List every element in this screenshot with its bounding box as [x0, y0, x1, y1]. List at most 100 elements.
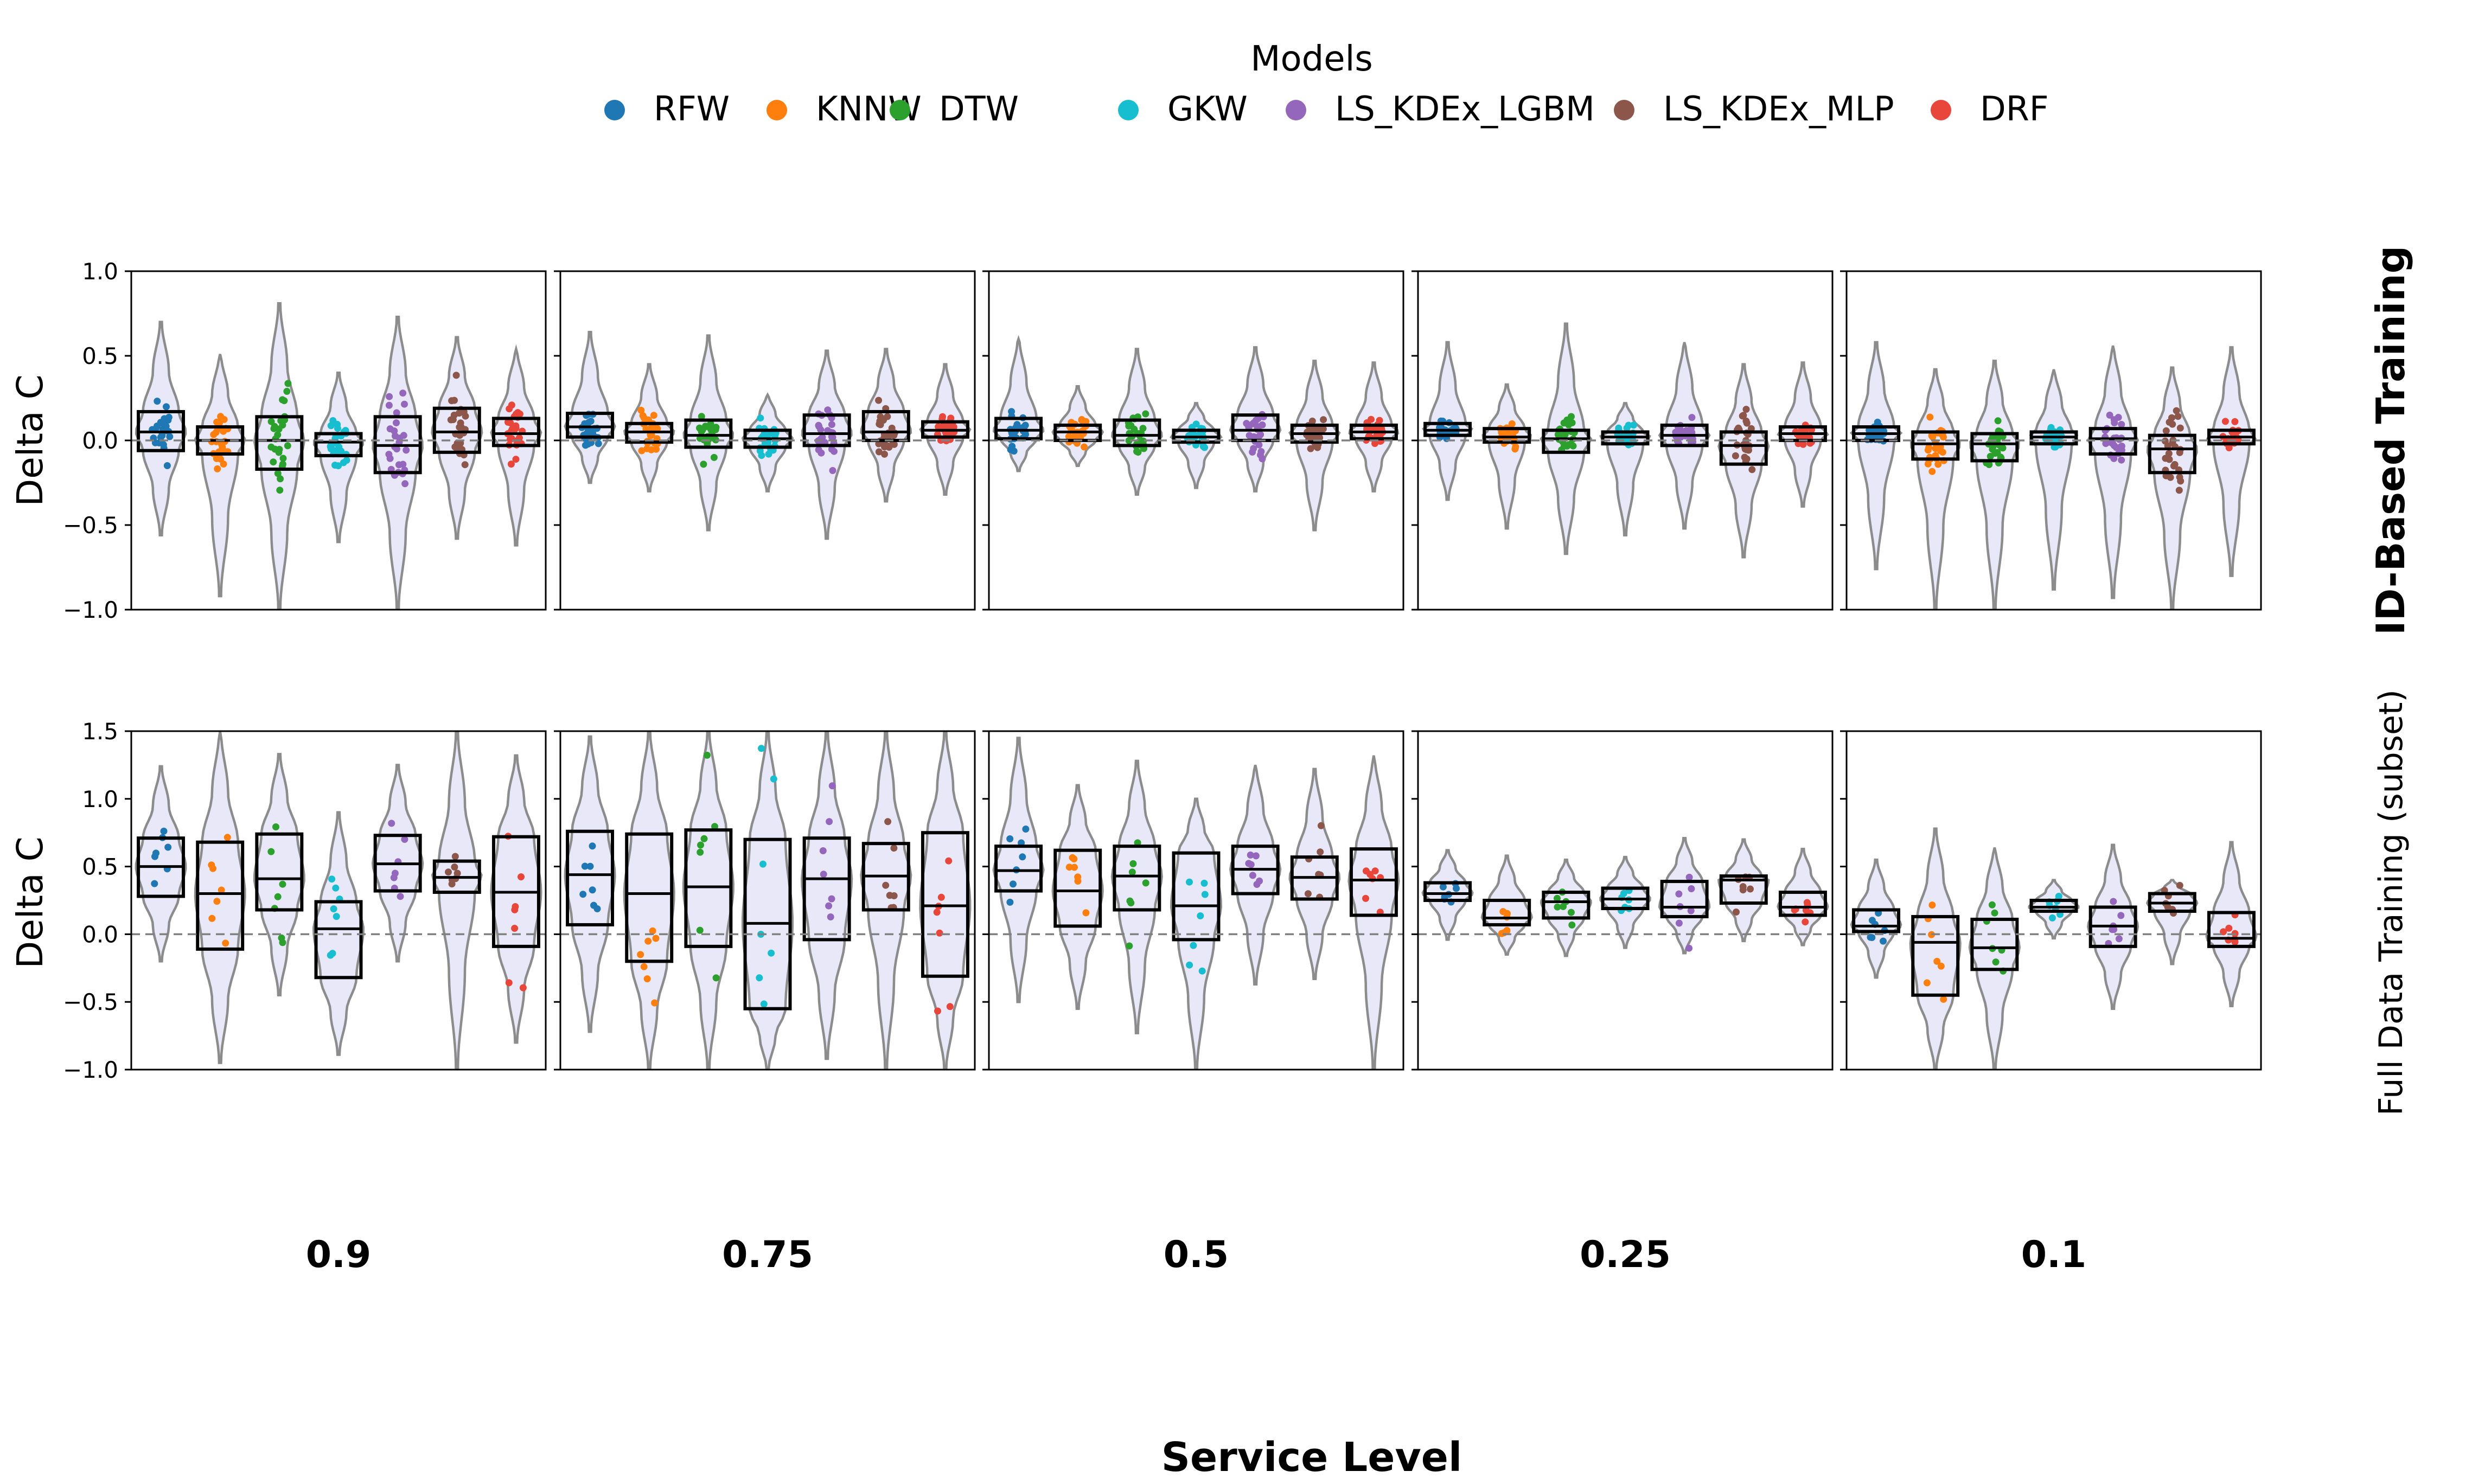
- data-point: [885, 444, 893, 451]
- legend-label: DTW: [939, 89, 1019, 129]
- data-point: [1200, 879, 1208, 887]
- data-point: [2174, 413, 2182, 420]
- data-point: [512, 422, 520, 430]
- iqr-box: [684, 418, 733, 449]
- subplot-panel: [1411, 730, 1834, 1071]
- violin: [1481, 383, 1532, 530]
- model-distribution: [312, 371, 365, 543]
- data-point: [890, 845, 898, 852]
- legend-entry: DRF: [1931, 89, 2048, 129]
- data-point: [828, 445, 835, 453]
- model-distribution: [1599, 402, 1651, 536]
- data-point: [2115, 414, 2122, 421]
- data-point: [1989, 445, 1996, 453]
- data-point: [644, 937, 652, 945]
- data-point: [154, 423, 161, 430]
- row-label-id-based: ID-Based Training: [2368, 246, 2413, 635]
- data-point: [1685, 944, 1693, 952]
- data-point: [1006, 835, 1014, 842]
- subplot-panel: [982, 730, 1404, 1071]
- violin: [253, 302, 305, 610]
- data-point: [881, 450, 888, 458]
- data-point: [1371, 440, 1378, 447]
- data-point: [760, 1000, 768, 1008]
- data-point: [696, 926, 704, 934]
- data-point: [1065, 433, 1072, 440]
- data-point: [946, 1003, 954, 1010]
- data-point: [699, 426, 706, 433]
- data-point: [2173, 407, 2180, 414]
- model-distribution: [490, 754, 542, 1044]
- data-point: [279, 880, 286, 888]
- y-tick-label: 1.0: [82, 258, 118, 285]
- model-distribution: [1540, 322, 1593, 555]
- data-point: [208, 861, 215, 869]
- model-distribution: [741, 731, 794, 1070]
- violin: [1110, 348, 1163, 496]
- data-point: [1252, 852, 1260, 860]
- y-tick-label: 0.0: [82, 921, 118, 948]
- data-point: [1081, 443, 1088, 451]
- data-point: [2169, 420, 2176, 428]
- data-point: [700, 835, 708, 842]
- violin: [194, 731, 246, 1064]
- model-distribution: [135, 765, 187, 963]
- data-point: [1362, 867, 1370, 875]
- data-point: [589, 842, 596, 850]
- data-point: [589, 430, 597, 437]
- y-tick-label: 0.0: [82, 427, 118, 454]
- model-distribution: [2145, 879, 2199, 965]
- model-distribution: [2028, 879, 2080, 940]
- data-point: [1685, 873, 1693, 881]
- data-point: [1565, 421, 1573, 428]
- data-point: [393, 445, 400, 453]
- data-point: [271, 445, 279, 453]
- model-distribution: [623, 363, 675, 492]
- data-point: [518, 873, 525, 881]
- data-point: [1311, 425, 1319, 433]
- model-distribution: [1422, 341, 1474, 501]
- data-point: [1934, 460, 1942, 468]
- data-point: [579, 891, 587, 898]
- service-level-label: 0.25: [1580, 1233, 1671, 1276]
- iqr-box: [314, 432, 363, 458]
- model-distribution: [1540, 858, 1592, 957]
- model-distribution: [801, 349, 853, 540]
- violin: [1909, 368, 1961, 610]
- violin: [431, 336, 483, 540]
- data-point: [815, 446, 822, 453]
- data-point: [581, 862, 589, 870]
- data-point: [648, 446, 655, 453]
- iqr-box: [1423, 881, 1472, 902]
- data-point: [700, 460, 707, 468]
- data-point: [2117, 912, 2125, 919]
- data-point: [334, 425, 341, 432]
- data-point: [1197, 912, 1204, 919]
- data-point: [698, 413, 705, 420]
- data-point: [267, 848, 275, 855]
- data-point: [1928, 432, 1936, 439]
- data-point: [462, 412, 469, 420]
- data-point: [890, 892, 898, 899]
- data-point: [1567, 909, 1575, 916]
- data-point: [936, 929, 943, 937]
- service-level-label: 0.1: [2021, 1233, 2086, 1276]
- data-point: [391, 869, 399, 877]
- iqr-box: [1778, 891, 1827, 917]
- y-tick-label: 0.5: [82, 343, 118, 369]
- data-point: [1255, 423, 1262, 431]
- violin: [2029, 369, 2079, 591]
- model-distribution: [1110, 759, 1163, 1034]
- y-tick-label: 1.0: [82, 786, 118, 813]
- data-point: [1126, 942, 1133, 950]
- data-point: [1939, 449, 1946, 456]
- data-point: [1933, 957, 1941, 965]
- data-point: [335, 462, 342, 470]
- data-point: [707, 424, 715, 431]
- data-point: [1074, 873, 1082, 881]
- data-point: [825, 902, 833, 910]
- data-point: [161, 415, 168, 423]
- data-point: [1569, 442, 1577, 450]
- model-distribution: [1229, 346, 1282, 492]
- data-point: [1987, 452, 1994, 460]
